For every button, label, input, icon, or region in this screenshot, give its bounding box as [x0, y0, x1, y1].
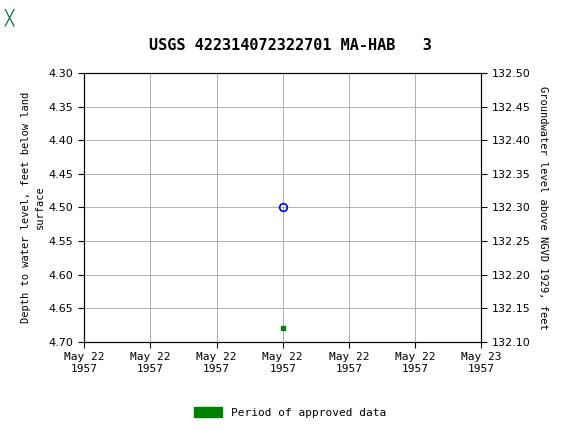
- FancyBboxPatch shape: [3, 3, 45, 32]
- Y-axis label: Groundwater level above NGVD 1929, feet: Groundwater level above NGVD 1929, feet: [538, 86, 548, 329]
- Text: USGS: USGS: [49, 10, 96, 25]
- Text: ╳: ╳: [5, 9, 14, 26]
- Legend: Period of approved data: Period of approved data: [190, 403, 390, 422]
- Text: USGS 422314072322701 MA-HAB   3: USGS 422314072322701 MA-HAB 3: [148, 38, 432, 52]
- Y-axis label: Depth to water level, feet below land
surface: Depth to water level, feet below land su…: [21, 92, 45, 323]
